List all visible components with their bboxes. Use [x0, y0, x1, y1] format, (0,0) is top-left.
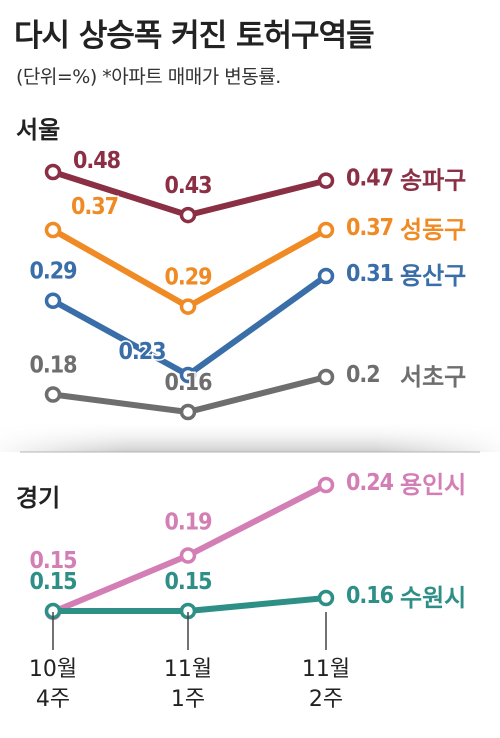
series-suwon: 0.15 0.15 0.16 수원시 [28, 568, 466, 620]
data-point-yongin-2 [317, 476, 335, 494]
x-tick-label-month-1: 11월 [164, 657, 212, 682]
data-label-seongdong-2: 0.37 [346, 215, 393, 241]
series-name-songpa: 송파구 [400, 167, 466, 195]
series-yongsan: 0.29 0.23 0.31 용산구 [28, 257, 466, 384]
chart-subtitle: (단위=%) *아파트 매매가 변동률. [16, 66, 281, 88]
series-name-suwon: 수원시 [400, 584, 466, 612]
series-seocho: 0.18 0.16 0.2 서초구 [28, 351, 466, 421]
series-name-yongsan: 용산구 [400, 262, 466, 290]
data-label-suwon-1: 0.15 [164, 569, 211, 595]
panel-separator-fade [0, 420, 500, 452]
data-point-seongdong-2 [317, 221, 335, 239]
data-point-songpa-2 [317, 172, 335, 189]
data-label-yongin-1: 0.19 [164, 510, 212, 536]
x-tick-label-month-2: 11월 [302, 657, 350, 682]
chart-title: 다시 상승폭 커진 토허구역들 [14, 18, 375, 54]
series-yongin: 0.15 0.19 0.24 용인시 [28, 469, 466, 621]
data-label-seocho-1: 0.16 [164, 370, 212, 396]
series-name-yongin: 용인시 [400, 471, 466, 499]
data-label-yongsan-2: 0.31 [346, 261, 393, 287]
data-point-yongsan-2 [317, 267, 335, 285]
data-point-seocho-2 [317, 368, 335, 386]
region-label-gyeonggi: 경기 [16, 484, 61, 512]
series-name-seocho: 서초구 [400, 363, 466, 391]
data-label-suwon-0: 0.15 [29, 569, 76, 595]
data-label-songpa-1: 0.43 [164, 173, 211, 199]
data-label-seongdong-0: 0.37 [71, 194, 118, 220]
region-label-seoul: 서울 [16, 116, 61, 144]
series-line-yongsan [50, 273, 329, 378]
data-point-seongdong-1 [179, 298, 197, 315]
data-point-songpa-0 [44, 163, 62, 181]
data-label-suwon-2: 0.16 [346, 583, 394, 609]
data-label-seocho-2: 0.2 [346, 362, 380, 388]
data-point-suwon-2 [317, 589, 335, 607]
data-label-yongin-2: 0.24 [346, 470, 394, 496]
data-label-seocho-0: 0.18 [29, 353, 77, 379]
data-point-seocho-0 [44, 386, 62, 403]
data-label-yongin-0: 0.15 [29, 548, 76, 574]
data-point-seongdong-0 [44, 221, 62, 239]
x-tick-label-week-2: 2주 [309, 687, 343, 712]
x-tick-label-week-1: 1주 [171, 687, 205, 712]
data-point-yongsan-1 [179, 366, 197, 384]
data-label-seongdong-1: 0.29 [164, 265, 212, 291]
series-name-seongdong: 성동구 [400, 216, 466, 244]
series-songpa: 0.48 0.43 0.47 송파구 [44, 147, 466, 224]
data-point-songpa-1 [179, 206, 197, 224]
x-tick-label-week-0: 4주 [36, 687, 70, 712]
series-seongdong: 0.37 0.29 0.37 성동구 [44, 193, 466, 315]
data-label-songpa-0: 0.48 [73, 148, 121, 174]
data-point-seocho-1 [179, 403, 197, 421]
x-tick-label-month-0: 10월 [29, 657, 77, 682]
data-label-songpa-2: 0.47 [346, 166, 393, 192]
data-point-yongsan-0 [44, 292, 62, 309]
data-label-yongsan-1: 0.23 [118, 339, 165, 365]
data-label-yongsan-0: 0.29 [29, 259, 77, 285]
data-point-yongin-1 [179, 547, 197, 564]
